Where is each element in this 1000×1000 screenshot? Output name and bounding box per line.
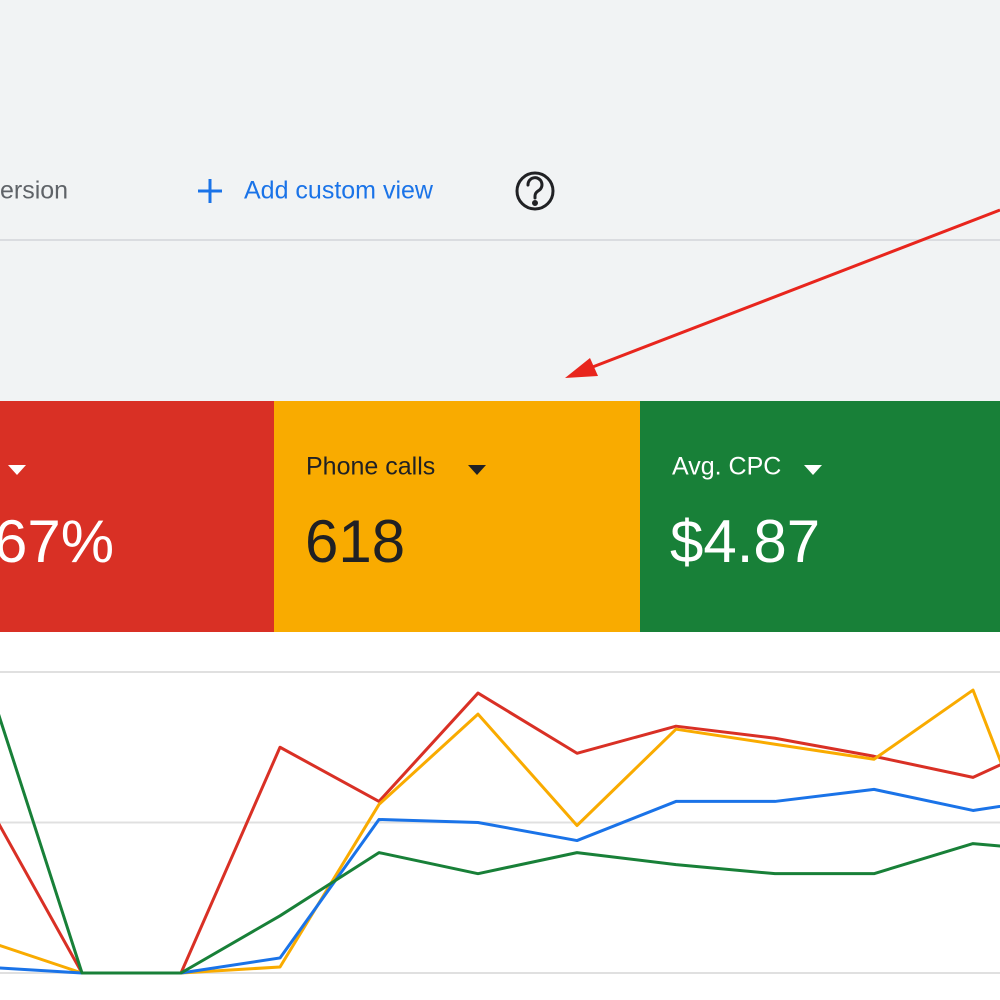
card-title: Phone calls (306, 453, 435, 481)
card-yellow[interactable] (274, 401, 640, 632)
card-value: 618 (305, 508, 405, 575)
data-line (0, 713, 1000, 975)
card-value: 67% (0, 508, 114, 575)
dropdown-arrow[interactable] (804, 465, 822, 475)
card-green[interactable] (640, 401, 1000, 632)
annotation-arrow (565, 208, 1000, 378)
tab-label[interactable]: ersion (0, 177, 68, 205)
data-line (0, 691, 1000, 975)
header-bg (0, 0, 1000, 401)
help-icon[interactable] (515, 171, 555, 211)
dropdown-arrow[interactable] (8, 465, 26, 475)
add-icon[interactable] (198, 179, 222, 203)
dropdown-arrow[interactable] (468, 465, 486, 475)
card-red[interactable] (0, 401, 274, 632)
data-line (0, 688, 1000, 975)
data-line (0, 787, 1000, 975)
add-custom-view[interactable]: Add custom view (244, 177, 434, 205)
card-title: Avg. CPC (672, 453, 781, 481)
card-value: $4.87 (670, 508, 820, 575)
